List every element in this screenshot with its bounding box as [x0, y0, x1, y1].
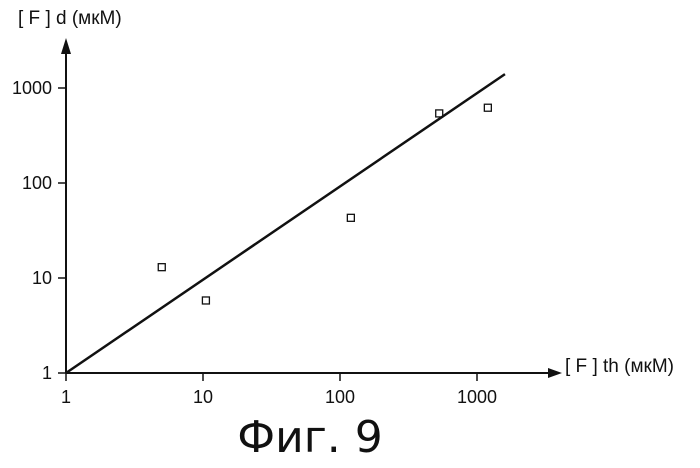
x-tick-label: 1 — [61, 387, 71, 407]
y-tick-label: 1000 — [12, 78, 52, 98]
y-axis-title: [ F ] d (мкМ) — [18, 8, 122, 29]
data-point — [202, 297, 209, 304]
y-tick-label: 100 — [22, 173, 52, 193]
x-axis-arrow — [548, 368, 562, 378]
x-axis: 1 10 100 1000 [ F ] th (мкМ) — [61, 356, 674, 407]
x-tick-label: 1000 — [457, 387, 497, 407]
plot-area — [66, 74, 505, 373]
x-tick-label: 10 — [193, 387, 213, 407]
x-axis-title: [ F ] th (мкМ) — [565, 356, 674, 377]
y-axis-arrow — [61, 38, 71, 54]
y-tick-label: 1 — [42, 363, 52, 383]
y-ticks: 1 10 100 1000 — [12, 78, 66, 383]
x-ticks: 1 10 100 1000 — [61, 373, 497, 407]
data-point — [158, 264, 165, 271]
data-point — [484, 104, 491, 111]
x-tick-label: 100 — [325, 387, 355, 407]
fit-line — [66, 74, 505, 373]
data-point — [347, 214, 354, 221]
figure-caption: Фиг. 9 — [237, 412, 383, 463]
y-axis: 1 10 100 1000 [ F ] d (мкМ) — [12, 8, 122, 383]
y-tick-label: 10 — [32, 268, 52, 288]
